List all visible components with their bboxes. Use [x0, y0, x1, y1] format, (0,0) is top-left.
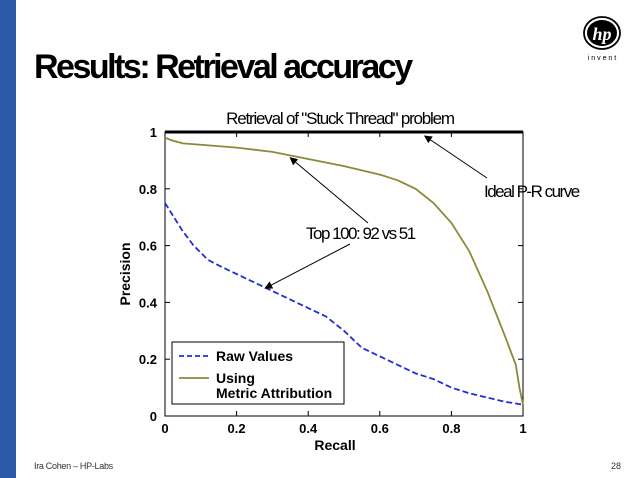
left-accent-bar	[0, 0, 16, 478]
series-layer	[164, 130, 524, 406]
metric-attribution-line	[164, 136, 524, 405]
annotation-top100: Top 100: 92 vs 51	[306, 224, 416, 243]
y-tick-label: 0.4	[139, 295, 158, 310]
legend-label: Using	[216, 370, 255, 386]
x-tick-label: 0.6	[371, 421, 389, 436]
slide-title: Results: Retrieval accuracy	[34, 48, 413, 86]
legend-label: Raw Values	[216, 348, 293, 364]
raw-values-line	[164, 202, 524, 406]
annotation-ideal: Ideal P-R curve	[484, 182, 580, 201]
arrow-top100-raw	[264, 243, 351, 289]
svg-text:hp: hp	[592, 24, 611, 44]
chart-title: Retrieval of "Stuck Thread" problem	[226, 109, 455, 128]
annotations: Ideal P-R curve Top 100: 92 vs 51	[264, 135, 581, 289]
y-axis-label: Precision	[117, 242, 133, 305]
x-axis-label: Recall	[314, 437, 355, 453]
footer-author: Ira Cohen – HP-Labs	[34, 461, 113, 471]
arrow-ideal	[423, 135, 488, 179]
legend-label: Metric Attribution	[216, 385, 332, 401]
page-number: 28	[611, 461, 622, 471]
x-tick-label: 0.2	[228, 421, 246, 436]
y-tick-label: 0.2	[139, 352, 157, 367]
y-tick-label: 0.6	[139, 239, 157, 254]
x-tick-label: 0	[161, 421, 168, 436]
y-tick-label: 1	[150, 125, 157, 140]
x-tick-label: 0.4	[299, 421, 318, 436]
x-tick-label: 0.8	[442, 421, 460, 436]
arrow-top100-metric	[289, 157, 369, 224]
y-tick-label: 0.8	[139, 182, 157, 197]
x-axis-ticks: 0 0.2 0.4 0.6 0.8 1	[161, 132, 527, 436]
hp-logo-icon: hp i n v e n t	[583, 16, 621, 62]
legend-box	[171, 341, 345, 405]
y-axis-ticks: 0 0.2 0.4 0.6 0.8 1	[139, 125, 523, 424]
y-tick-label: 0	[150, 409, 157, 424]
x-tick-label: 1	[519, 421, 526, 436]
logo-tagline: i n v e n t	[588, 55, 616, 62]
